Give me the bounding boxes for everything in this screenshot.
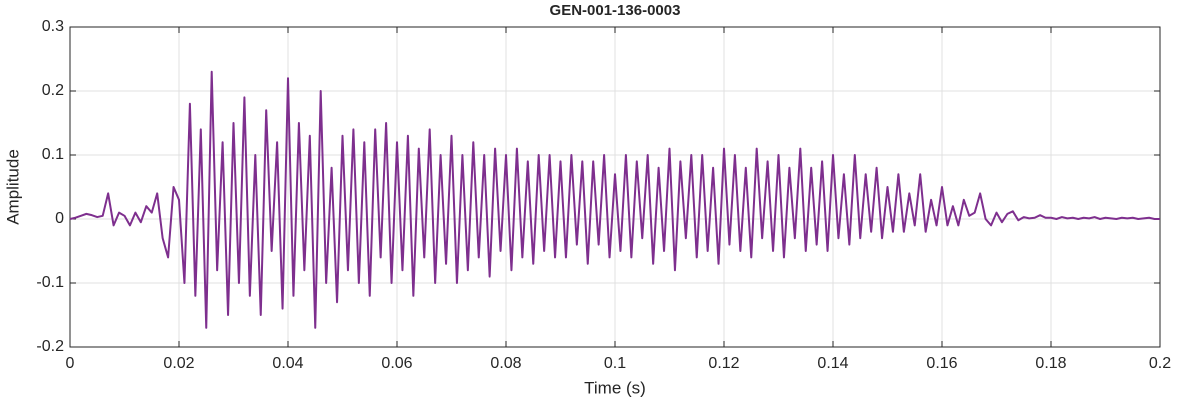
x-tick-label: 0.18 (1035, 355, 1066, 372)
x-tick-label: 0.2 (1149, 355, 1171, 372)
x-tick-label: 0.06 (381, 355, 412, 372)
x-tick-label: 0.02 (163, 355, 194, 372)
y-tick-label: 0.1 (42, 146, 64, 163)
chart-title: GEN-001-136-0003 (550, 2, 681, 19)
x-tick-label: 0.16 (926, 355, 957, 372)
x-tick-label: 0.12 (708, 355, 739, 372)
x-tick-label: 0 (66, 355, 75, 372)
x-tick-label: 0.04 (272, 355, 303, 372)
x-tick-label: 0.08 (490, 355, 521, 372)
x-tick-label: 0.1 (604, 355, 626, 372)
y-tick-label: 0.3 (42, 18, 64, 35)
waveform-line (69, 70, 1160, 329)
y-tick-label: 0.2 (42, 82, 64, 99)
y-tick-label: 0 (55, 210, 64, 227)
x-tick-label: 0.14 (817, 355, 848, 372)
y-tick-label: -0.1 (36, 274, 64, 291)
plot-frame (69, 26, 1161, 348)
x-axis-label: Time (s) (584, 378, 646, 397)
y-tick-label: -0.2 (36, 338, 64, 355)
y-axis-label: Amplitude (3, 149, 22, 225)
